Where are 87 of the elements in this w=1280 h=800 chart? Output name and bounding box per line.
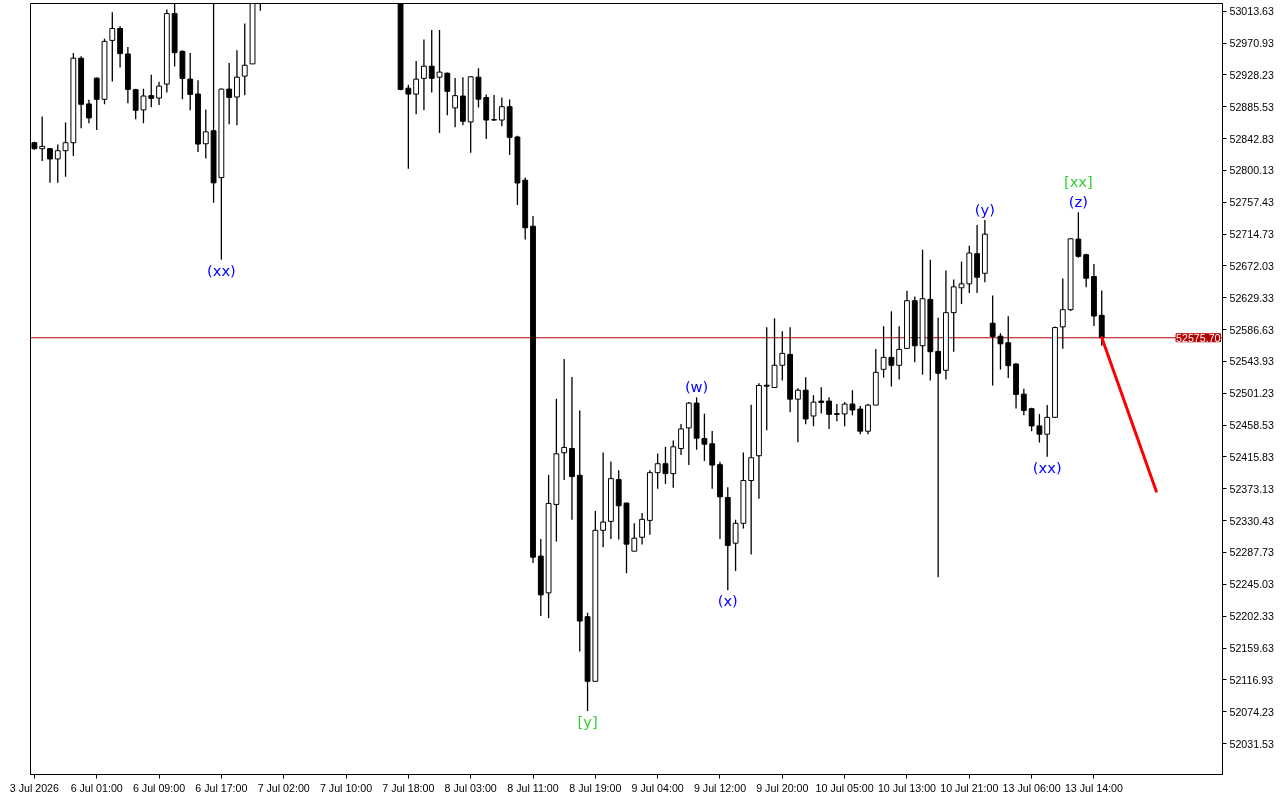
x-tick-label: 7 Jul 10:00 (319, 781, 373, 794)
y-tick-label: 52245.03 (1229, 578, 1275, 591)
candlestick (732, 519, 739, 572)
annotation: [y] (577, 713, 598, 731)
x-tick-label: 6 Jul 17:00 (195, 781, 248, 794)
candlestick (857, 405, 864, 435)
annotation: (y) (974, 200, 995, 218)
y-tick-label: 52501.23 (1229, 387, 1275, 400)
candlestick (639, 512, 645, 546)
candlestick (935, 316, 942, 578)
x-tick-label: 9 Jul 12:00 (693, 781, 747, 794)
y-tick-label: 52373.13 (1229, 482, 1275, 495)
y-tick-label: 52031.53 (1229, 737, 1275, 750)
candlestick (748, 404, 755, 556)
candlestick (421, 38, 427, 111)
y-tick-label: 52757.43 (1229, 196, 1275, 209)
annotation: [xx] (1063, 173, 1093, 191)
candlestick (86, 99, 92, 124)
candlestick (39, 115, 46, 162)
candlestick (1059, 277, 1066, 350)
candlestick (202, 108, 209, 160)
candlestick (794, 387, 801, 443)
y-tick-label: 52330.43 (1229, 514, 1275, 527)
x-tick-label: 10 Jul 13:00 (877, 781, 937, 794)
annotation: (w) (684, 378, 709, 396)
x-tick-label: 9 Jul 04:00 (631, 781, 684, 794)
candlestick (709, 430, 716, 490)
candlestick (109, 11, 116, 83)
y-tick-label: 52415.83 (1229, 450, 1275, 463)
x-tick-label: 7 Jul 02:00 (257, 781, 310, 794)
y-tick-label: 52458.53 (1229, 419, 1275, 432)
y-tick-label: 52074.23 (1229, 705, 1275, 718)
annotation: (xx) (206, 261, 236, 279)
candlestick (187, 52, 194, 111)
x-tick-label: 13 Jul 06:00 (1002, 781, 1061, 794)
candlestick (561, 358, 568, 481)
x-tick-label: 6 Jul 01:00 (70, 781, 123, 794)
candlestick (156, 81, 162, 106)
y-tick-label: 52842.83 (1229, 132, 1275, 145)
x-tick-label: 13 Jul 14:00 (1064, 781, 1124, 794)
annotation: (z) (1068, 193, 1088, 211)
candlestick (1083, 253, 1090, 288)
y-tick-label: 52970.93 (1229, 37, 1275, 50)
candlestick (498, 96, 505, 127)
y-tick-label: 52928.23 (1229, 68, 1275, 81)
candlestick (1020, 388, 1027, 416)
candlestick (47, 147, 53, 184)
candlestick (452, 77, 459, 128)
candlestick (678, 423, 684, 456)
candlestick (491, 94, 497, 122)
candlestick (1098, 289, 1105, 347)
candlestick (1044, 404, 1051, 458)
ref-line-label: 52575.70 (1176, 331, 1221, 344)
x-tick-label: 8 Jul 03:00 (444, 781, 497, 794)
x-tick-label: 7 Jul 18:00 (382, 781, 435, 794)
candlestick (226, 62, 233, 125)
candlestick (600, 451, 607, 548)
y-tick-label: 52202.33 (1229, 610, 1275, 623)
y-tick-label: 52159.63 (1229, 642, 1275, 655)
candlestick (241, 22, 248, 97)
candlestick (896, 325, 903, 381)
y-tick-label: 52800.13 (1229, 164, 1275, 177)
x-tick-label: 9 Jul 20:00 (756, 781, 809, 794)
annotation: (x) (717, 592, 738, 610)
x-tick-label: 8 Jul 19:00 (569, 781, 622, 794)
y-tick-label: 52586.63 (1229, 323, 1275, 336)
candlestick (974, 224, 980, 294)
y-tick-label: 53013.63 (1229, 5, 1275, 18)
candlestick (833, 403, 840, 422)
y-tick-label: 52116.93 (1229, 673, 1274, 686)
y-tick-label: 52543.93 (1229, 355, 1275, 368)
candlestick (701, 413, 708, 462)
x-tick-label: 10 Jul 05:00 (815, 781, 874, 794)
candlestick (234, 49, 240, 126)
annotation: (xx) (1032, 458, 1062, 476)
y-tick-label: 52287.73 (1229, 546, 1275, 559)
y-tick-label: 52714.73 (1229, 228, 1275, 241)
x-tick-label: 3 Jul 2026 (9, 781, 60, 794)
candlestick (413, 60, 420, 115)
y-tick-label: 52885.53 (1229, 100, 1275, 113)
y-tick-label: 52629.33 (1229, 291, 1275, 304)
candlestick (826, 396, 832, 430)
x-tick-label: 8 Jul 11:00 (507, 781, 559, 794)
candlestick (1036, 413, 1043, 444)
x-tick-label: 6 Jul 09:00 (132, 781, 186, 794)
y-tick-label: 52672.03 (1229, 259, 1275, 272)
x-tick-label: 10 Jul 21:00 (940, 781, 999, 794)
